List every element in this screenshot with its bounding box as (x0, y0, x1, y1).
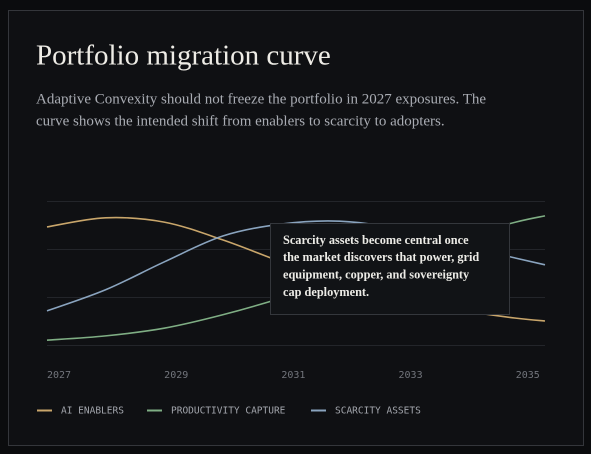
chart-title: Portfolio migration curve (36, 40, 331, 72)
annotation-box (270, 223, 510, 315)
annotation: Scarcity assets become central once the m… (283, 233, 479, 299)
annotation-text: the market discovers that power, grid (283, 250, 479, 264)
legend-label: SCARCITY ASSETS (335, 406, 421, 417)
x-tick-label: 2033 (399, 370, 423, 381)
x-tick-label: 2035 (516, 370, 540, 381)
annotation-text: cap deployment. (283, 285, 369, 299)
x-axis: 2027 2029 2031 2033 2035 (47, 370, 540, 381)
x-tick-label: 2031 (281, 370, 305, 381)
x-tick-label: 2029 (164, 370, 188, 381)
annotation-text: Scarcity assets become central once (283, 233, 469, 247)
annotation-text: equipment, copper, and sovereignty (283, 268, 470, 282)
subtitle: Adaptive Convexity should not freeze the… (36, 91, 486, 107)
x-tick-label: 2027 (47, 370, 71, 381)
legend-label: PRODUCTIVITY CAPTURE (171, 406, 286, 417)
legend-label: AI ENABLERS (61, 406, 124, 417)
legend: AI ENABLERS PRODUCTIVITY CAPTURE SCARCITY … (37, 406, 421, 417)
subtitle: curve shows the intended shift from enab… (36, 113, 445, 129)
